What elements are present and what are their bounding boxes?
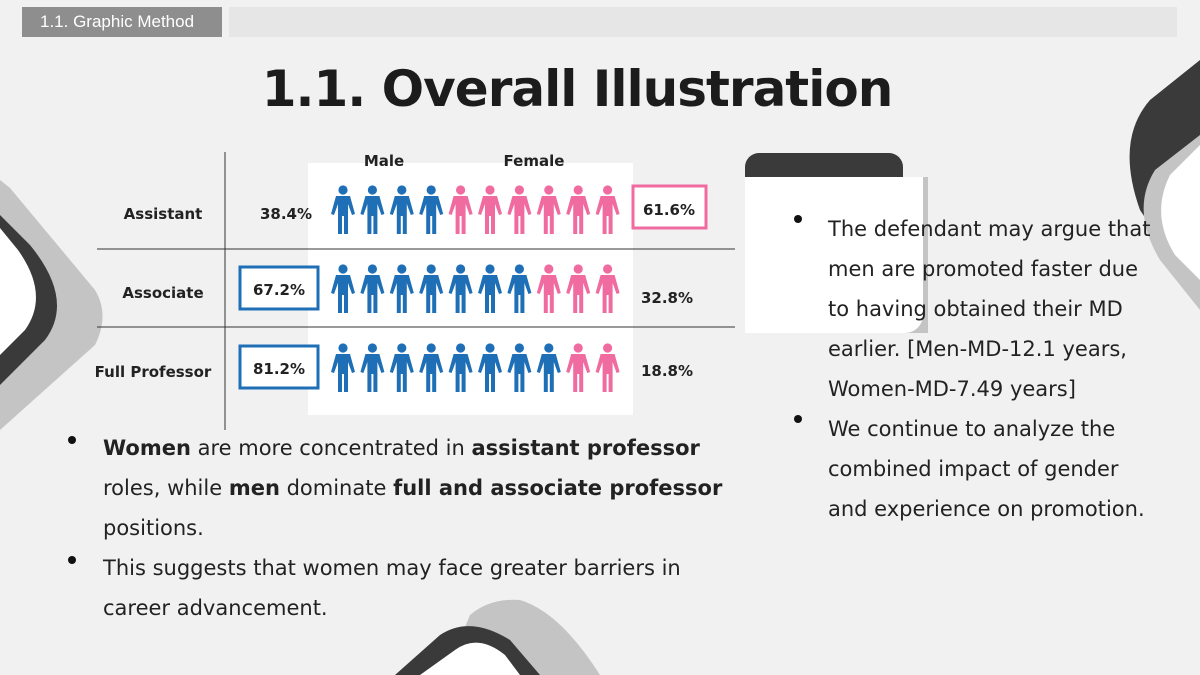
male-person-icon (389, 185, 414, 234)
right-bullet-list: The defendant may argue that men are pro… (794, 209, 1155, 529)
section-tag: 1.1. Graphic Method (22, 7, 222, 37)
male-person-icon (331, 185, 355, 234)
female-person-icon (536, 264, 561, 313)
male-person-icon (331, 343, 355, 392)
bullet-text: This suggests that women may face greate… (103, 556, 681, 620)
left-bullet-list: Women are more concentrated in assistant… (68, 428, 750, 628)
row-label: Associate (122, 284, 203, 302)
female-value-label: 32.8% (641, 289, 693, 307)
male-value-highlight (238, 344, 320, 390)
female-person-icon (595, 264, 620, 313)
female-person-icon (595, 343, 620, 392)
female-value-label: 18.8% (641, 362, 693, 380)
female-value-highlight (631, 184, 708, 230)
row-label: Assistant (124, 205, 203, 223)
male-person-icon (419, 264, 444, 313)
top-bar (229, 7, 1177, 37)
female-person-icon (478, 185, 502, 234)
bullet-text: men (228, 476, 280, 500)
male-person-icon (331, 264, 355, 313)
bullet-text: full and associate professor (393, 476, 723, 500)
bullet-item: Women are more concentrated in assistant… (68, 428, 750, 548)
bullet-item: We continue to analyze the combined impa… (794, 409, 1155, 529)
male-person-icon (360, 264, 385, 313)
male-person-icon (536, 343, 561, 392)
female-person-icon (595, 185, 620, 234)
page-title: 1.1. Overall Illustration (261, 60, 894, 118)
bottom-arc-white (420, 642, 520, 675)
right-arc-white (1161, 145, 1200, 280)
male-person-icon (360, 343, 385, 392)
female-person-icon (566, 185, 591, 234)
female-person-icon (566, 343, 591, 392)
series-label-male: Male (364, 152, 404, 170)
female-value-label: 61.6% (643, 201, 695, 219)
female-person-icon (507, 185, 532, 234)
female-person-icon (536, 185, 561, 234)
male-person-icon (448, 343, 473, 392)
male-person-icon (419, 343, 444, 392)
bullet-text: dominate (279, 476, 394, 500)
male-value-label: 67.2% (253, 281, 305, 299)
bullet-text: are more concentrated in (190, 436, 472, 460)
note-card (745, 177, 923, 333)
male-value-highlight (238, 265, 320, 311)
male-person-icon (360, 185, 385, 234)
male-person-icon (507, 264, 532, 313)
series-label-female: Female (504, 152, 565, 170)
male-value-label: 81.2% (253, 360, 305, 378)
bullet-item: This suggests that women may face greate… (68, 548, 750, 628)
left-arc-white (0, 228, 36, 355)
male-person-icon (478, 264, 502, 313)
bullet-text: roles, while (103, 476, 229, 500)
male-person-icon (448, 264, 473, 313)
male-person-icon (478, 343, 502, 392)
male-person-icon (419, 185, 444, 234)
bullet-item: The defendant may argue that men are pro… (794, 209, 1155, 409)
bullet-text: Women (103, 436, 191, 460)
male-value-label: 38.4% (260, 205, 312, 223)
male-person-icon (507, 343, 532, 392)
bullet-text: assistant professor (471, 436, 700, 460)
female-person-icon (566, 264, 591, 313)
bullet-text: positions. (103, 516, 204, 540)
female-person-icon (448, 185, 473, 234)
male-person-icon (389, 264, 414, 313)
male-person-icon (389, 343, 414, 392)
row-label: Full Professor (95, 363, 212, 381)
